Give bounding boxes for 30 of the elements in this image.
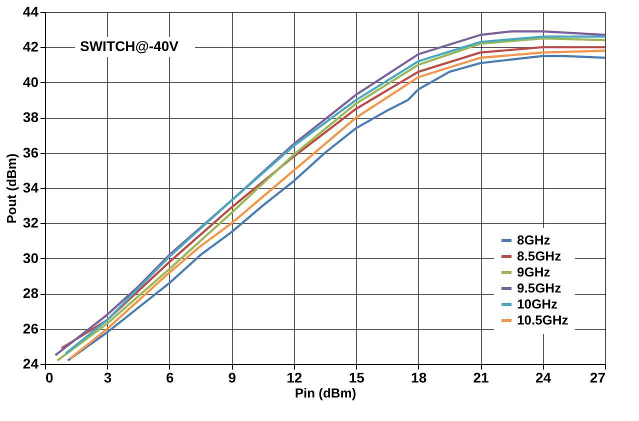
legend-label: 10.5GHz (517, 312, 569, 328)
x-tick-label: 9 (228, 370, 236, 386)
y-tick-label: 32 (22, 214, 39, 231)
y-tick-label: 44 (22, 4, 39, 20)
annotation: SWITCH@-40V (80, 38, 180, 54)
legend-label: 8GHz (517, 232, 551, 248)
y-tick-label: 40 (22, 74, 39, 90)
y-tick-label: 36 (22, 144, 39, 160)
x-axis-title: Pin (dBm) (294, 386, 356, 400)
y-tick-label: 24 (22, 356, 39, 372)
x-tick-label: 3 (104, 370, 112, 386)
x-tick-label: 0 (46, 370, 54, 386)
x-tick-label: 18 (411, 370, 427, 386)
y-tick-label: 38 (22, 109, 39, 126)
y-tick-label: 28 (22, 285, 39, 302)
y-axis-title: Pout (dBm) (4, 153, 19, 224)
legend-label: 8.5GHz (517, 248, 562, 264)
y-tick-label: 30 (22, 250, 39, 266)
x-tick-label: 27 (590, 370, 606, 386)
x-tick-label: 21 (473, 370, 490, 386)
x-tick-label: 15 (348, 370, 365, 386)
y-tick-label: 42 (22, 38, 39, 55)
y-tick-label: 26 (22, 320, 39, 336)
x-tick-label: 6 (166, 370, 174, 386)
legend-label: 9GHz (517, 264, 551, 280)
legend-label: 10GHz (517, 296, 558, 312)
x-tick-label: 24 (535, 370, 552, 386)
y-tick-label: 34 (22, 180, 39, 196)
x-tick-label: 12 (286, 370, 302, 386)
legend-label: 9.5GHz (517, 280, 562, 296)
